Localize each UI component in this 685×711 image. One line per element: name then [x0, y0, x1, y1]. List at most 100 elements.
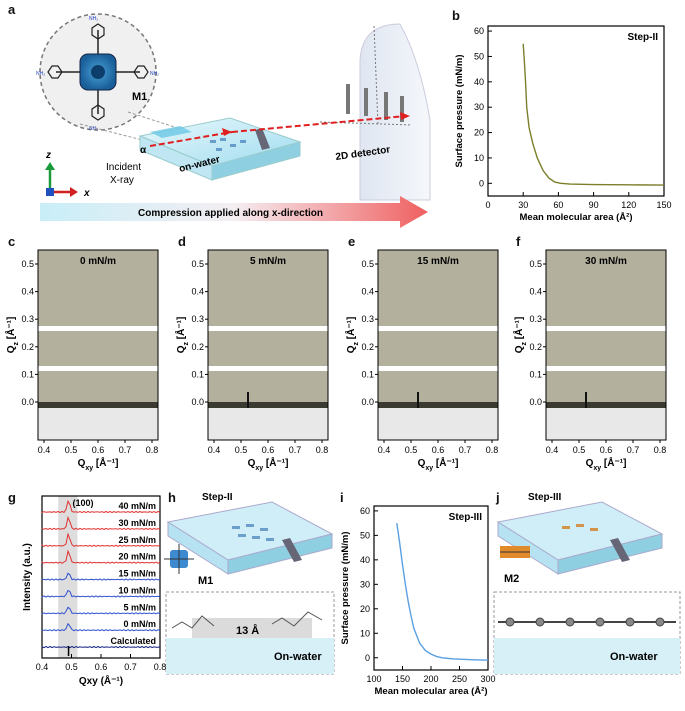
series-label: Calculated — [110, 636, 156, 646]
y-tick-label: 0.1 — [361, 369, 374, 379]
molecule-m2-icon — [500, 546, 530, 558]
x-tick-label: 0.8 — [146, 445, 159, 455]
y-tick-label-2: 20 — [474, 128, 484, 138]
x-axis-label: Qxy [Å⁻¹] — [418, 456, 459, 472]
giwaxs-pressure-label: 15 mN/m — [417, 256, 459, 267]
panel-label-d: d — [178, 234, 186, 249]
y-tick-label: 0.1 — [21, 369, 34, 379]
y-tick-label-2: 20 — [360, 604, 370, 614]
plot-frame — [487, 25, 665, 197]
y-label-unit: [Å⁻¹] — [4, 317, 17, 342]
x-tick-label: 0.4 — [38, 445, 51, 455]
panel-j-on-water: On-water — [610, 651, 658, 663]
chart-i: 100 150 200 250 300 0 10 20 30 40 50 60 Mean molecul… — [340, 505, 496, 697]
nh2-left: NH₂ — [36, 71, 45, 77]
y-label-unit: [Å⁻¹] — [344, 317, 357, 342]
panel-label-f: f — [516, 234, 521, 249]
x-tick-label-1: 150 — [395, 674, 410, 684]
series-label: 40 mN/m — [118, 501, 156, 511]
diffraction-trace — [41, 572, 161, 581]
giwaxs-pressure-label: 5 mN/m — [250, 256, 286, 267]
y-axis-label: Qz [Å⁻¹] — [344, 317, 360, 354]
series-label: 15 mN/m — [118, 569, 156, 579]
x-tick-label: 0.6 — [600, 445, 613, 455]
diffraction-trace — [41, 589, 161, 598]
detector-gap-2 — [38, 366, 158, 371]
y-tick-label: 0.0 — [21, 397, 34, 407]
x-tick-label: 0.7 — [459, 445, 472, 455]
y-tick-label: 0.4 — [361, 287, 374, 297]
x-tick-label-3: 90 — [589, 200, 599, 210]
x-label-unit: [Å⁻¹] — [433, 456, 458, 469]
panel-h-on-water: On-water — [274, 651, 322, 663]
y-label-main: Q — [346, 345, 357, 353]
x-axis-label: Mean molecular area (Å²) — [375, 686, 488, 697]
porphyrin-molecule-m1 — [47, 23, 149, 121]
incident-label-2: X-ray — [110, 175, 134, 186]
incident-beam — [149, 131, 233, 147]
y-label-sub: z — [13, 342, 20, 346]
molecule-label-m1: M1 — [132, 91, 147, 103]
y-label-main: Q — [176, 345, 187, 353]
y-label-sub: z — [183, 342, 190, 346]
panel-label-j: j — [496, 490, 500, 505]
x-tick-label: 0.8 — [654, 445, 667, 455]
y-tick-label-5: 50 — [360, 530, 370, 540]
chart-b: 0 30 60 90 120 150 0 10 20 30 40 50 60 Mean molecular… — [454, 25, 672, 223]
y-axis-label: Surface pressure (mN/m) — [340, 532, 351, 645]
y-tick-label: 0.2 — [191, 342, 204, 352]
alpha-label: α — [140, 145, 147, 156]
y-tick-label: 0.4 — [529, 287, 542, 297]
detector-gap-1 — [38, 326, 158, 331]
langmuir-trough — [138, 117, 302, 181]
y-axis-label: Intensity (a.u.) — [22, 543, 33, 611]
y-tick-label: 0.0 — [529, 397, 542, 407]
y-tick-label: 0.0 — [191, 397, 204, 407]
y-tick-label-3: 30 — [474, 102, 484, 112]
horizon-line — [546, 402, 666, 408]
y-tick-label-3: 30 — [360, 579, 370, 589]
y-axis-label: Qz [Å⁻¹] — [4, 317, 20, 354]
x-label-sub: xy — [85, 465, 93, 472]
x-label-main: Q — [418, 458, 426, 469]
y-tick-label: 0.4 — [191, 287, 204, 297]
x-tick-label: 0.8 — [486, 445, 499, 455]
y-tick-label-1: 10 — [360, 628, 370, 638]
y-tick-label: 0.3 — [361, 314, 374, 324]
panel-label-h: h — [168, 490, 176, 505]
x-label-sub: xy — [593, 465, 601, 472]
beamstop-region — [378, 406, 498, 440]
x-tick-label-4: 300 — [480, 674, 495, 684]
giwaxs-panel-1: 5 mN/m 0.5 0.4 0.3 0.2 0.1 0.0 0.4 0.5 0.6 0.7 0.8 Q… — [174, 249, 329, 472]
series-label: 20 mN/m — [118, 552, 156, 562]
detector-screen — [359, 23, 431, 201]
x-tick-label: 0.5 — [65, 445, 78, 455]
x-tick-label-2: 200 — [423, 674, 438, 684]
giwaxs-panel-3: 30 mN/m 0.5 0.4 0.3 0.2 0.1 0.0 0.4 0.5 0.6 0.7 0.8… — [512, 249, 667, 472]
y-tick-label: 0.5 — [21, 259, 34, 269]
panel-h-schematic: Step-II M1 13 Å On-water — [164, 492, 335, 675]
chart-annotation: Step-II — [627, 32, 658, 43]
detector-gap-2 — [378, 366, 498, 371]
panel-h-molecule: M1 — [198, 575, 213, 587]
y-tick-label: 0.5 — [529, 259, 542, 269]
x-axis-label: Qxy [Å⁻¹] — [248, 456, 289, 472]
giwaxs-pressure-label: 0 mN/m — [80, 256, 116, 267]
panel-j-step: Step-III — [528, 492, 562, 503]
peak-highlight — [58, 496, 78, 658]
panel-label-a: a — [8, 2, 16, 17]
panel-j-molecule: M2 — [504, 573, 519, 585]
x-tick-label-2: 60 — [553, 200, 563, 210]
y-tick-label: 0.0 — [361, 397, 374, 407]
x-label-main: Q — [78, 458, 86, 469]
x-tick-label: 0.7 — [627, 445, 640, 455]
diffraction-trace — [41, 606, 161, 615]
x-tick-label: 0.4 — [208, 445, 221, 455]
incident-label-1: Incident — [106, 162, 141, 173]
x-tick-label: 0.8 — [316, 445, 329, 455]
panel-j-schematic: Step-III M2 On-water — [493, 492, 681, 675]
panel-h-spacing: 13 Å — [236, 624, 259, 637]
x-label-sub: xy — [425, 465, 433, 472]
x-axis-label: Mean molecular area (Å²) — [520, 212, 633, 223]
x-tick-label-3: 0.7 — [124, 662, 137, 672]
